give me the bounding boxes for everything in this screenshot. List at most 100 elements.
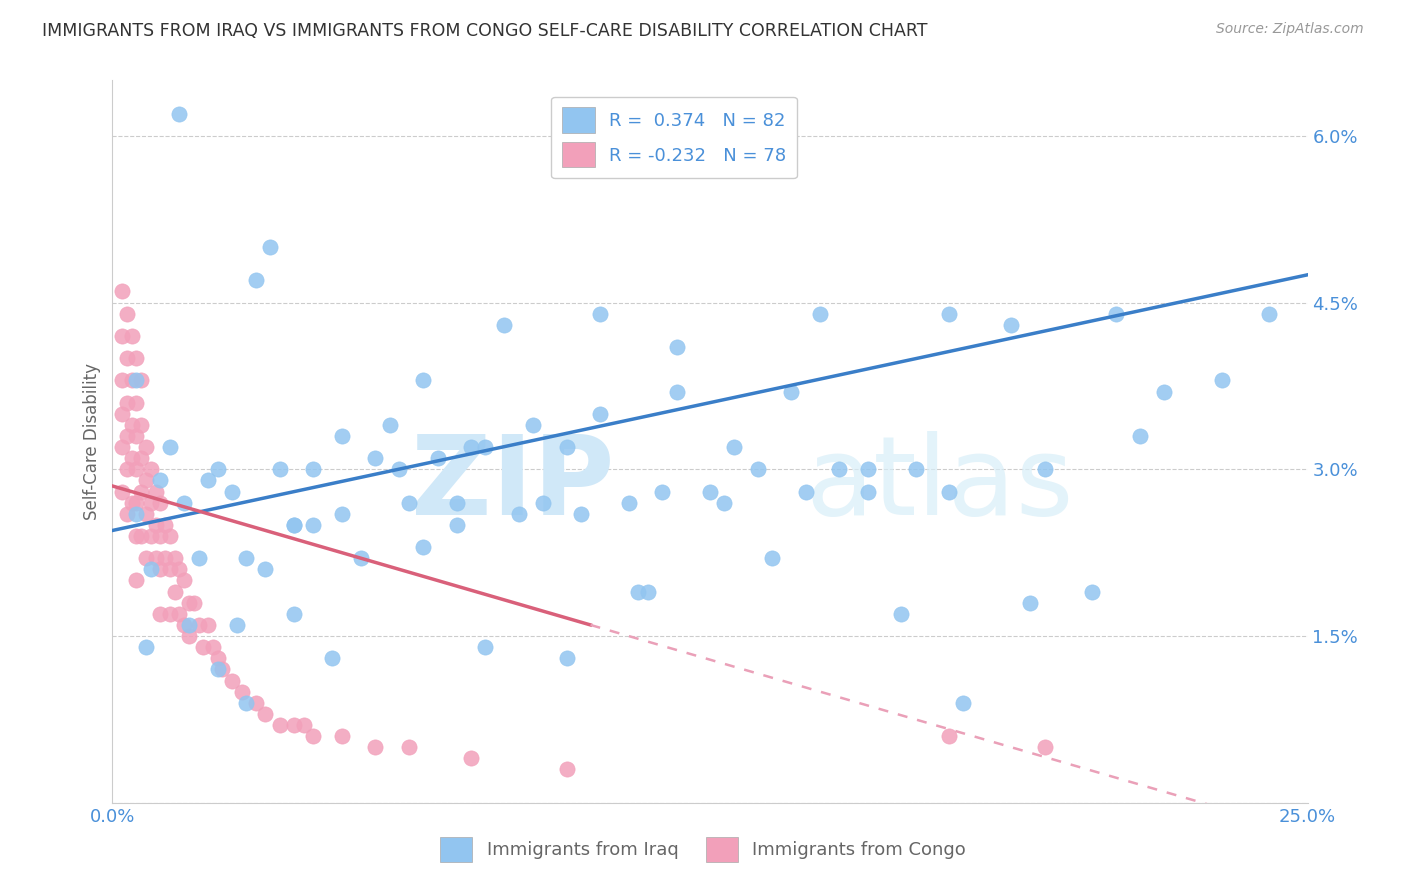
Point xyxy=(1211,373,1233,387)
Point xyxy=(589,307,612,321)
Text: Source: ZipAtlas.com: Source: ZipAtlas.com xyxy=(1216,22,1364,37)
Point xyxy=(193,640,215,655)
Point xyxy=(177,629,200,643)
Point xyxy=(153,551,176,566)
Legend: R =  0.374   N = 82, R = -0.232   N = 78: R = 0.374 N = 82, R = -0.232 N = 78 xyxy=(551,96,797,178)
Point xyxy=(145,484,167,499)
Point xyxy=(197,474,219,488)
Point xyxy=(350,551,373,566)
Point xyxy=(952,696,974,710)
Point xyxy=(207,462,229,476)
Point xyxy=(135,551,157,566)
Point xyxy=(201,640,224,655)
Point xyxy=(169,106,191,120)
Point xyxy=(292,718,315,732)
Point xyxy=(139,462,162,476)
Point xyxy=(398,496,420,510)
Point xyxy=(1081,584,1104,599)
Point xyxy=(474,440,496,454)
Point xyxy=(283,607,305,621)
Point xyxy=(111,407,134,421)
Point xyxy=(149,607,172,621)
Point xyxy=(235,551,257,566)
Point xyxy=(173,574,195,588)
Point xyxy=(283,517,305,532)
Point xyxy=(121,496,143,510)
Point xyxy=(890,607,912,621)
Point xyxy=(522,417,544,432)
Point xyxy=(269,718,291,732)
Point xyxy=(111,329,134,343)
Point xyxy=(761,551,783,566)
Point xyxy=(135,474,157,488)
Point xyxy=(115,351,138,366)
Point xyxy=(446,496,468,510)
Point xyxy=(713,496,735,510)
Point xyxy=(665,340,688,354)
Point xyxy=(121,329,143,343)
Point xyxy=(254,562,277,576)
Point xyxy=(780,384,803,399)
Point xyxy=(1153,384,1175,399)
Point xyxy=(125,507,148,521)
Point xyxy=(129,484,152,499)
Text: atlas: atlas xyxy=(806,432,1074,539)
Point xyxy=(412,540,434,554)
Point xyxy=(115,462,138,476)
Point xyxy=(1129,429,1152,443)
Legend: Immigrants from Iraq, Immigrants from Congo: Immigrants from Iraq, Immigrants from Co… xyxy=(433,830,973,870)
Point xyxy=(651,484,673,499)
Point xyxy=(173,618,195,632)
Point xyxy=(245,273,267,287)
Point xyxy=(187,551,209,566)
Point xyxy=(494,318,516,332)
Point xyxy=(129,417,152,432)
Point xyxy=(460,440,482,454)
Point xyxy=(115,507,138,521)
Point xyxy=(111,484,134,499)
Point xyxy=(398,740,420,755)
Point xyxy=(207,662,229,676)
Point xyxy=(163,551,186,566)
Text: ZIP: ZIP xyxy=(411,432,614,539)
Point xyxy=(111,373,134,387)
Point xyxy=(589,407,612,421)
Point xyxy=(169,607,191,621)
Point xyxy=(115,307,138,321)
Point xyxy=(125,351,148,366)
Point xyxy=(723,440,745,454)
Point xyxy=(1258,307,1281,321)
Point xyxy=(330,507,353,521)
Point xyxy=(269,462,291,476)
Point xyxy=(197,618,219,632)
Point xyxy=(231,684,253,698)
Point xyxy=(665,384,688,399)
Point xyxy=(460,751,482,765)
Point xyxy=(177,596,200,610)
Point xyxy=(187,618,209,632)
Point xyxy=(1019,596,1042,610)
Point xyxy=(221,484,243,499)
Point xyxy=(364,451,387,466)
Point xyxy=(121,373,143,387)
Point xyxy=(111,285,134,299)
Point xyxy=(121,417,143,432)
Point xyxy=(139,529,162,543)
Point xyxy=(699,484,721,499)
Point xyxy=(145,517,167,532)
Point xyxy=(139,496,162,510)
Point xyxy=(474,640,496,655)
Y-axis label: Self-Care Disability: Self-Care Disability xyxy=(83,363,101,520)
Point xyxy=(245,696,267,710)
Point xyxy=(159,440,181,454)
Point xyxy=(125,395,148,409)
Point xyxy=(904,462,927,476)
Point xyxy=(125,373,148,387)
Point xyxy=(856,462,879,476)
Point xyxy=(115,395,138,409)
Point xyxy=(364,740,387,755)
Point xyxy=(159,529,181,543)
Point xyxy=(225,618,247,632)
Point xyxy=(388,462,411,476)
Point xyxy=(211,662,233,676)
